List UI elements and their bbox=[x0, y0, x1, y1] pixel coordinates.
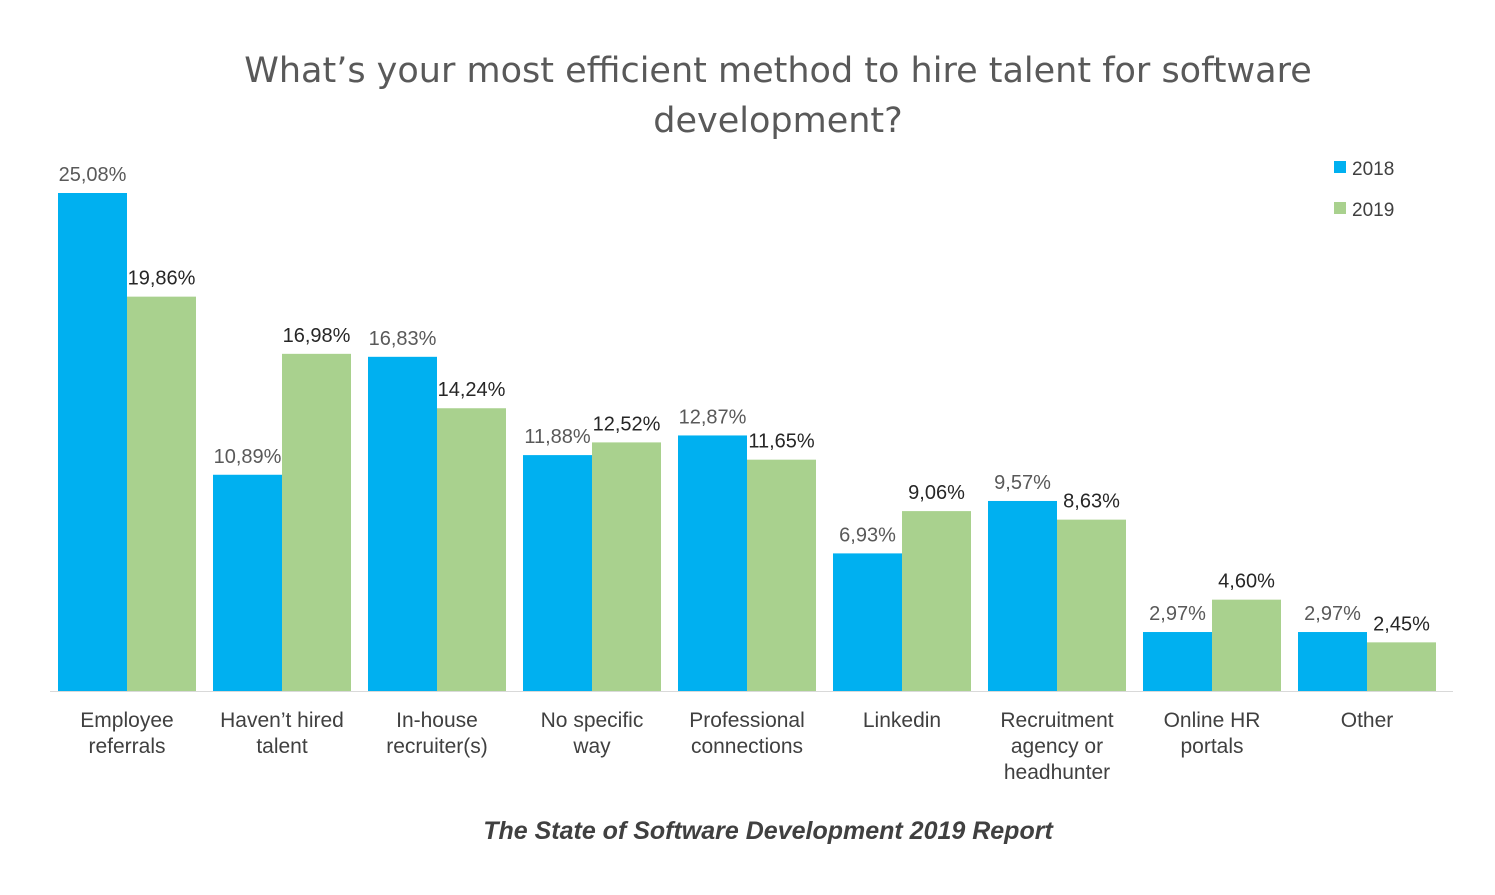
bar-value-label-2019-online-hr-portals: 4,60% bbox=[1218, 571, 1275, 593]
bar-2019-linkedin bbox=[902, 511, 971, 691]
category-label-in-house-recruiter-s: In-house recruiter(s) bbox=[386, 709, 488, 758]
report-footer: The State of Software Development 2019 R… bbox=[483, 817, 1054, 845]
legend-label-2018: 2018 bbox=[1352, 159, 1394, 180]
category-label-no-specific-way: No specific way bbox=[541, 709, 644, 758]
bar-2018-no-specific-way bbox=[523, 455, 592, 691]
bar-2018-recruitment-agency-or-headhunter bbox=[988, 500, 1057, 691]
bar-value-label-2019-no-specific-way: 12,52% bbox=[593, 413, 661, 435]
bar-2019-online-hr-portals bbox=[1212, 599, 1281, 691]
bar-2018-linkedin bbox=[833, 553, 902, 691]
bars-layer bbox=[58, 193, 1436, 691]
bar-value-label-2019-employee-referrals: 19,86% bbox=[128, 268, 196, 290]
bar-2019-haven-t-hired-talent bbox=[282, 353, 351, 691]
category-label-online-hr-portals: Online HR portals bbox=[1164, 709, 1261, 758]
bar-value-label-2018-in-house-recruiter-s: 16,83% bbox=[369, 328, 437, 350]
category-label-employee-referrals: Employee referrals bbox=[80, 709, 173, 758]
bar-2019-recruitment-agency-or-headhunter bbox=[1057, 519, 1126, 691]
category-label-other: Other bbox=[1341, 709, 1394, 732]
bar-2019-other bbox=[1367, 642, 1436, 691]
legend-label-2019: 2019 bbox=[1352, 200, 1394, 221]
legend-swatch-2019 bbox=[1334, 202, 1346, 214]
chart-title: What’s your most efficient method to hir… bbox=[244, 51, 1312, 141]
bar-value-label-2019-professional-connections: 11,65% bbox=[748, 431, 815, 453]
legend: 2018 2019 bbox=[1334, 159, 1394, 221]
bar-2018-employee-referrals bbox=[58, 193, 127, 691]
bar-2018-professional-connections bbox=[678, 435, 747, 691]
bar-value-label-2018-other: 2,97% bbox=[1304, 603, 1361, 625]
bar-value-label-2018-recruitment-agency-or-headhunter: 9,57% bbox=[994, 472, 1051, 494]
bar-value-label-2019-recruitment-agency-or-headhunter: 8,63% bbox=[1063, 491, 1120, 513]
bar-2018-in-house-recruiter-s bbox=[368, 356, 437, 691]
bar-value-label-2018-linkedin: 6,93% bbox=[839, 524, 896, 546]
bar-value-label-2018-online-hr-portals: 2,97% bbox=[1149, 603, 1206, 625]
bar-value-label-2018-haven-t-hired-talent: 10,89% bbox=[214, 446, 282, 468]
bar-2019-in-house-recruiter-s bbox=[437, 408, 506, 691]
category-label-haven-t-hired-talent: Haven’t hired talent bbox=[220, 709, 344, 758]
bar-value-label-2019-haven-t-hired-talent: 16,98% bbox=[283, 325, 351, 347]
bar-2019-no-specific-way bbox=[592, 442, 661, 691]
bar-value-label-2019-linkedin: 9,06% bbox=[908, 482, 965, 504]
legend-swatch-2018 bbox=[1334, 161, 1346, 173]
category-labels-layer: Employee referrals Haven’t hired talent In-h… bbox=[80, 709, 1393, 784]
bar-2019-professional-connections bbox=[747, 459, 816, 691]
category-label-linkedin: Linkedin bbox=[863, 709, 941, 732]
bar-2019-employee-referrals bbox=[127, 296, 196, 691]
bar-value-label-2019-other: 2,45% bbox=[1373, 613, 1430, 635]
bar-2018-online-hr-portals bbox=[1143, 632, 1212, 691]
category-label-professional-connections: Professional connections bbox=[689, 709, 805, 758]
bar-2018-other bbox=[1298, 632, 1367, 691]
bar-labels-layer: 25,08% 19,86% 10,89% 16,98% 16,83% 14,24% 11,8… bbox=[59, 164, 1430, 635]
chart-title-line-1: What’s your most efficient method to hir… bbox=[244, 51, 1312, 91]
chart-title-line-2: development? bbox=[653, 101, 902, 141]
bar-value-label-2018-employee-referrals: 25,08% bbox=[59, 164, 127, 186]
category-label-recruitment-agency-or-headhunter: Recruitment agency or headhunter bbox=[1000, 709, 1113, 784]
bar-value-label-2018-professional-connections: 12,87% bbox=[679, 406, 747, 428]
bar-2018-haven-t-hired-talent bbox=[213, 474, 282, 691]
bar-value-label-2019-in-house-recruiter-s: 14,24% bbox=[438, 379, 506, 401]
bar-value-label-2018-no-specific-way: 11,88% bbox=[524, 426, 591, 448]
